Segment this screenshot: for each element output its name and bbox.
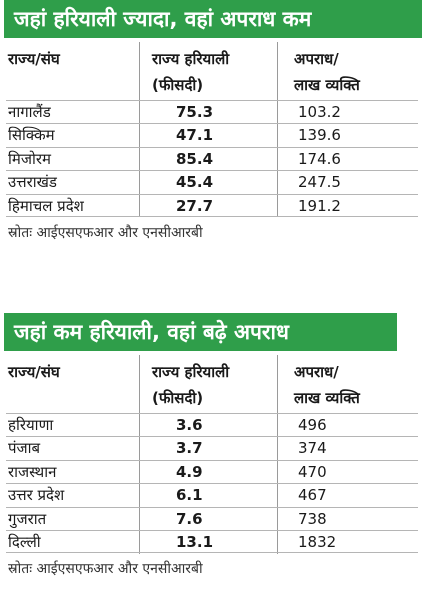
header-state: राज्य/संघ (8, 363, 60, 381)
column-divider (277, 355, 278, 554)
column-divider (277, 42, 278, 217)
cell-greenery: 85.4 (176, 149, 214, 168)
header-greenery: राज्य हरियाली (फीसदी) (152, 359, 229, 411)
header-greenery-line1: राज्य हरियाली (152, 50, 230, 68)
table-row: मिजोरम 85.4 174.6 (6, 146, 418, 170)
cell-state: दिल्ली (8, 532, 41, 551)
cell-greenery: 3.7 (176, 439, 203, 458)
table-row: दिल्ली 13.1 1832 (6, 529, 418, 554)
cell-greenery: 13.1 (176, 532, 214, 551)
cell-state: सिक्किम (8, 126, 55, 145)
header-crime-line1: अपराध/ (294, 363, 339, 381)
table-row: राजस्थान 4.9 470 (6, 459, 418, 483)
cell-state: नागालैंड (8, 103, 51, 121)
table-body: हरियाणा 3.6 496 पंजाब 3.7 374 राजस्थान 4… (6, 413, 418, 554)
cell-crime: 470 (298, 462, 327, 481)
cell-greenery: 47.1 (176, 126, 214, 145)
table-header: राज्य/संघ राज्य हरियाली (फीसदी) अपराध/ ल… (6, 42, 418, 100)
table-section-high-greenery: जहां हरियाली ज्यादा, वहां अपराध कम राज्य… (0, 0, 426, 242)
table-row: हरियाणा 3.6 496 (6, 413, 418, 436)
cell-crime: 738 (298, 509, 327, 528)
cell-greenery: 27.7 (176, 196, 214, 215)
cell-crime: 103.2 (298, 103, 341, 121)
cell-crime: 139.6 (298, 126, 341, 145)
cell-greenery: 3.6 (176, 416, 203, 434)
table-row: गुजरात 7.6 738 (6, 506, 418, 530)
table-section-low-greenery: जहां कम हरियाली, वहां बढ़े अपराध राज्य/स… (0, 313, 426, 578)
cell-state: हरियाणा (8, 416, 54, 434)
cell-crime: 1832 (298, 532, 337, 551)
cell-state: हिमाचल प्रदेश (8, 196, 84, 215)
cell-state: उत्तराखंड (8, 173, 57, 192)
header-greenery-line2: (फीसदी) (152, 76, 204, 94)
header-crime-line2: लाख व्यक्ति (294, 76, 360, 94)
table-title: जहां कम हरियाली, वहां बढ़े अपराध (4, 313, 397, 351)
header-greenery-line1: राज्य हरियाली (152, 363, 230, 381)
table-row: उत्तर प्रदेश 6.1 467 (6, 483, 418, 506)
table-body: नागालैंड 75.3 103.2 सिक्किम 47.1 139.6 म… (6, 100, 418, 217)
cell-state: मिजोरम (8, 149, 51, 168)
source-note: स्रोतः आईएसएफआर और एनसीआरबी (8, 561, 203, 578)
table-row: हिमाचल प्रदेश 27.7 191.2 (6, 193, 418, 217)
header-state: राज्य/संघ (8, 50, 60, 68)
cell-greenery: 7.6 (176, 509, 203, 528)
cell-state: उत्तर प्रदेश (8, 486, 65, 505)
cell-greenery: 4.9 (176, 462, 203, 481)
cell-crime: 467 (298, 486, 327, 505)
cell-crime: 496 (298, 416, 327, 434)
data-table: राज्य/संघ राज्य हरियाली (फीसदी) अपराध/ ल… (6, 42, 418, 217)
cell-greenery: 45.4 (176, 173, 214, 192)
header-crime: अपराध/ लाख व्यक्ति (294, 46, 360, 98)
cell-crime: 191.2 (298, 196, 341, 215)
header-crime: अपराध/ लाख व्यक्ति (294, 359, 360, 411)
table-row: पंजाब 3.7 374 (6, 436, 418, 459)
data-table: राज्य/संघ राज्य हरियाली (फीसदी) अपराध/ ल… (6, 355, 418, 554)
table-row: सिक्किम 47.1 139.6 (6, 123, 418, 146)
cell-crime: 174.6 (298, 149, 341, 168)
column-divider (139, 42, 140, 217)
cell-state: गुजरात (8, 509, 47, 528)
header-greenery: राज्य हरियाली (फीसदी) (152, 46, 229, 98)
table-row: उत्तराखंड 45.4 247.5 (6, 170, 418, 193)
cell-crime: 374 (298, 439, 327, 458)
header-greenery-line2: (फीसदी) (152, 389, 204, 407)
cell-state: राजस्थान (8, 462, 57, 481)
table-row: नागालैंड 75.3 103.2 (6, 100, 418, 123)
table-header: राज्य/संघ राज्य हरियाली (फीसदी) अपराध/ ल… (6, 355, 418, 413)
source-note: स्रोतः आईएसएफआर और एनसीआरबी (8, 224, 203, 241)
cell-state: पंजाब (8, 439, 41, 458)
column-divider (139, 355, 140, 554)
header-crime-line2: लाख व्यक्ति (294, 389, 360, 407)
cell-crime: 247.5 (298, 173, 341, 192)
cell-greenery: 75.3 (176, 103, 214, 121)
header-crime-line1: अपराध/ (294, 50, 339, 68)
cell-greenery: 6.1 (176, 486, 203, 505)
table-title: जहां हरियाली ज्यादा, वहां अपराध कम (4, 0, 422, 38)
